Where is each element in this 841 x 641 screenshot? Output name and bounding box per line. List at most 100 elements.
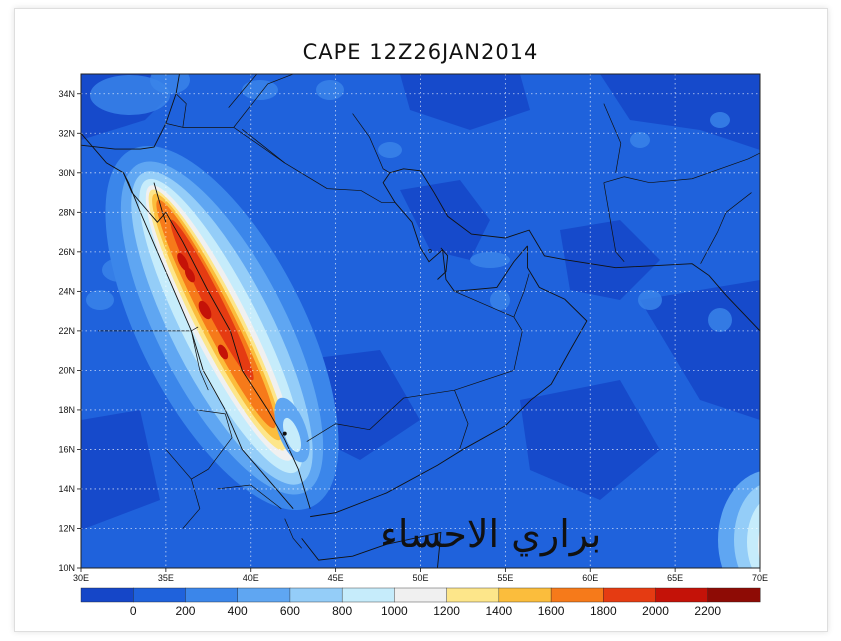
colorbar-label: 1400	[485, 604, 512, 618]
y-tick-label: 18N	[58, 405, 75, 415]
moderate-cape-patch	[710, 112, 730, 128]
cape-core	[184, 267, 196, 283]
low-cape-area	[81, 410, 160, 530]
colorbar-label: 1600	[538, 604, 565, 618]
low-cape-area	[400, 74, 530, 130]
moderate-cape-patch	[470, 252, 510, 268]
arabic-watermark: براري الاحساء	[380, 512, 602, 556]
colorbar-swatch	[289, 587, 343, 603]
country-border	[284, 518, 302, 549]
colorbar-label: 600	[280, 604, 300, 618]
colorbar-swatch	[655, 587, 709, 603]
moderate-cape-patch	[150, 74, 190, 94]
colorbar-swatch	[446, 587, 500, 603]
se-cape-800	[747, 503, 760, 568]
country-border	[165, 93, 187, 128]
x-tick-label: 45E	[328, 573, 344, 583]
colorbar-swatch	[185, 587, 239, 603]
colorbar-label: 800	[332, 604, 352, 618]
low-cape-area	[560, 220, 660, 300]
country-border	[603, 158, 749, 184]
x-tick-label: 35E	[158, 573, 174, 583]
colorbar-label: 1000	[381, 604, 408, 618]
country-border	[700, 192, 752, 264]
colorbar-label: 400	[228, 604, 248, 618]
low-cape-area	[600, 74, 760, 150]
country-border	[228, 74, 258, 108]
coastline	[123, 172, 167, 223]
country-border	[454, 390, 469, 450]
moderate-cape-patch	[638, 290, 662, 310]
country-border	[165, 449, 201, 529]
colorbar: 0 200 400 600 800 1000 1200 1400 1600 1800 2000 220…	[80, 587, 761, 618]
country-border	[352, 113, 391, 174]
y-tick-label: 20N	[58, 365, 75, 375]
map-title: CAPE 12Z26JAN2014	[302, 40, 539, 64]
colorbar-swatch	[133, 587, 186, 603]
x-tick-label: 60E	[582, 573, 598, 583]
colorbar-swatch	[80, 587, 134, 603]
moderate-cape-patch	[708, 308, 732, 332]
y-tick-label: 34N	[58, 89, 75, 99]
moderate-cape-patch	[242, 80, 278, 100]
coastline	[165, 212, 311, 509]
y-tick-label: 12N	[58, 523, 75, 533]
country-border	[191, 409, 233, 480]
colorbar-swatch	[707, 587, 761, 603]
colorbar-swatch	[603, 587, 657, 603]
x-tick-label: 65E	[667, 573, 683, 583]
country-border	[233, 74, 294, 128]
colorbar-label: 1200	[433, 604, 460, 618]
se-cape-1000	[758, 529, 760, 561]
country-border	[191, 326, 199, 332]
cape-core	[198, 300, 212, 320]
moderate-cape-patch	[316, 80, 344, 100]
colorbar-swatch	[394, 587, 448, 603]
country-border	[190, 330, 209, 391]
coastline	[382, 168, 760, 332]
x-tick-label: 50E	[412, 573, 428, 583]
colorbar-label: 2200	[694, 604, 721, 618]
country-border	[747, 152, 760, 160]
moderate-cape-patch	[90, 75, 170, 115]
coastline	[81, 132, 124, 174]
y-tick-label: 28N	[58, 207, 75, 217]
country-border	[603, 182, 625, 262]
colorbar-label: 0	[130, 604, 137, 618]
y-tick-label: 30N	[58, 168, 75, 178]
country-border	[216, 484, 282, 509]
y-tick-label: 16N	[58, 444, 75, 454]
coastline	[310, 245, 588, 518]
moderate-cape-patch	[86, 290, 114, 310]
longitude-axis: 30E 35E 40E 45E 50E 55E 60E 65E 70E	[73, 568, 768, 583]
colorbar-label: 1800	[590, 604, 617, 618]
colorbar-swatch	[550, 587, 604, 603]
country-border	[513, 273, 530, 318]
x-tick-label: 70E	[752, 573, 768, 583]
country-border	[603, 103, 622, 173]
lat-lon-grid	[81, 74, 760, 568]
moderate-cape-patch	[490, 290, 510, 310]
colorbar-label: 2000	[642, 604, 669, 618]
coastline	[301, 531, 442, 568]
y-tick-label: 22N	[58, 326, 75, 336]
colorbar-swatch	[341, 587, 395, 603]
low-cape-area	[400, 180, 490, 260]
country-border	[242, 129, 285, 164]
cape-core	[217, 344, 229, 360]
y-tick-label: 10N	[58, 563, 75, 573]
moderate-cape-patch	[378, 142, 402, 158]
moderate-cape-patch	[630, 132, 650, 148]
y-tick-label: 14N	[58, 484, 75, 494]
latitude-axis: 10N 12N 14N 16N 18N 20N 22N 24N 26N 28N 30N 32N 34N	[58, 89, 81, 573]
x-tick-label: 55E	[497, 573, 513, 583]
cape-core	[177, 252, 189, 272]
colorbar-swatch	[237, 587, 291, 603]
red-sea-south-tail-core	[282, 417, 302, 453]
coastline	[437, 247, 449, 280]
x-tick-label: 30E	[73, 573, 89, 583]
colorbar-label: 200	[175, 604, 195, 618]
coastline	[123, 172, 141, 213]
y-tick-label: 26N	[58, 247, 75, 257]
